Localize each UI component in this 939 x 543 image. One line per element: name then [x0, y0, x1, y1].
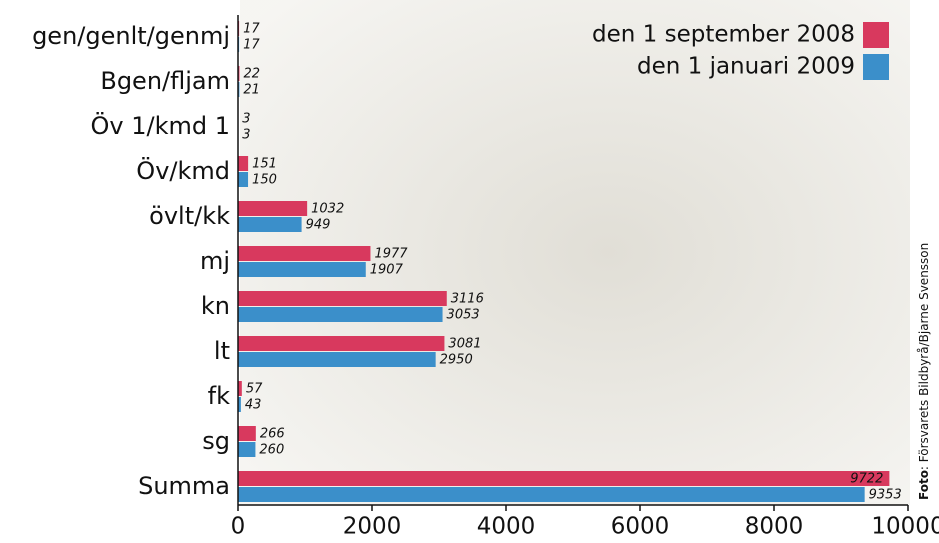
- page: {"chart_data": {"type": "hbar", "categor…: [0, 0, 939, 543]
- legend-swatch: [863, 22, 889, 48]
- category-label: Summa: [138, 472, 230, 500]
- value-label: 17: [243, 22, 260, 37]
- value-label: 150: [252, 173, 277, 188]
- value-label: 3116: [451, 292, 484, 307]
- x-tick-label: 2000: [343, 514, 402, 540]
- category-label: gen/genlt/genmj: [32, 22, 230, 50]
- bar: [238, 217, 302, 232]
- category-label: fk: [208, 382, 230, 410]
- bar: [238, 487, 865, 502]
- legend-label: den 1 januari 2009: [637, 54, 855, 80]
- value-label: 1032: [311, 202, 344, 217]
- category-label: övlt/kk: [149, 202, 230, 230]
- value-label: 260: [259, 443, 284, 458]
- bar: [238, 426, 256, 441]
- category-label: kn: [201, 292, 230, 320]
- value-label: 22: [243, 67, 260, 82]
- category-label: mj: [200, 247, 230, 275]
- category-label: lt: [214, 337, 230, 365]
- bar: [238, 201, 307, 216]
- x-tick-label: 10000: [871, 514, 939, 540]
- legend-label: den 1 september 2008: [592, 22, 855, 48]
- x-tick-label: 0: [231, 514, 246, 540]
- credit-text: : Försvarets Bildbyrå/Bjarne Svensson: [917, 243, 931, 470]
- bar: [238, 172, 248, 187]
- x-tick-label: 8000: [745, 514, 804, 540]
- value-label: 2950: [440, 353, 473, 368]
- x-tick-label: 6000: [611, 514, 670, 540]
- value-label: 9353: [869, 488, 902, 503]
- photo-credit: Foto: Försvarets Bildbyrå/Bjarne Svensso…: [917, 243, 931, 500]
- value-label: 151: [252, 157, 277, 172]
- bar: [238, 291, 447, 306]
- bar: [238, 307, 443, 322]
- bar: [238, 246, 370, 261]
- value-label: 3: [242, 128, 250, 143]
- value-label: 9722: [850, 472, 883, 487]
- chart: Foto: Försvarets Bildbyrå/Bjarne Svensso…: [0, 0, 939, 543]
- category-label: Öv/kmd: [136, 156, 230, 185]
- value-label: 266: [260, 427, 285, 442]
- value-label: 3053: [447, 308, 480, 323]
- bar: [238, 352, 436, 367]
- value-label: 1907: [370, 263, 404, 278]
- category-label: sg: [202, 427, 230, 455]
- value-label: 21: [243, 83, 260, 98]
- bar: [238, 336, 444, 351]
- value-label: 3081: [448, 337, 481, 352]
- bar: [238, 471, 889, 486]
- credit-label: Foto: [917, 470, 931, 500]
- x-tick-label: 4000: [477, 514, 536, 540]
- value-label: 17: [243, 38, 260, 53]
- category-label: Bgen/fljam: [100, 67, 230, 95]
- value-label: 57: [246, 382, 263, 397]
- bar: [238, 156, 248, 171]
- bar: [238, 442, 255, 457]
- value-label: 3: [242, 112, 250, 127]
- value-label: 949: [306, 218, 331, 233]
- value-label: 1977: [374, 247, 408, 262]
- legend-swatch: [863, 54, 889, 80]
- bar: [238, 262, 366, 277]
- category-label: Öv 1/kmd 1: [91, 111, 231, 140]
- value-label: 43: [245, 398, 262, 413]
